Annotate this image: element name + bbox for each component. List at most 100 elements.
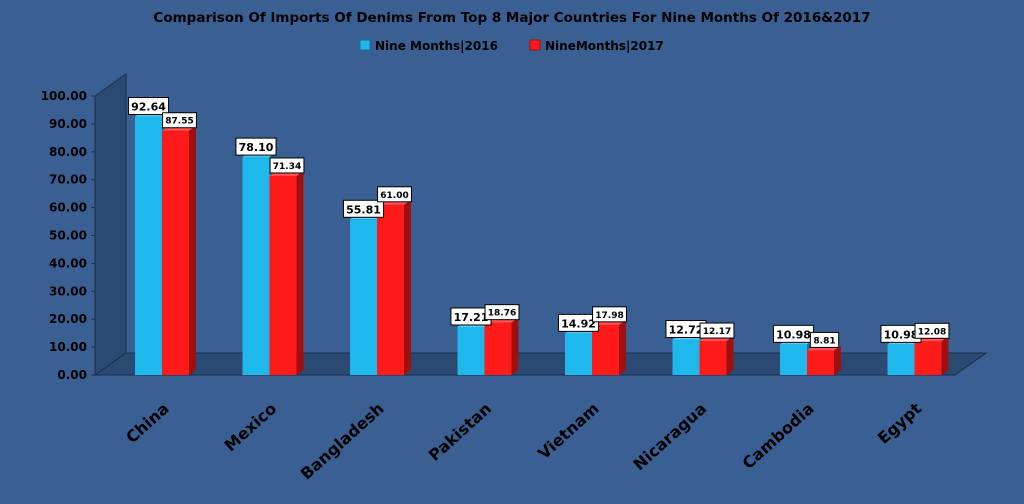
bar-side	[404, 199, 411, 375]
floor	[93, 352, 988, 376]
data-label-2017: 61.00	[377, 186, 412, 203]
data-label-2017: 8.81	[809, 331, 840, 348]
data-label-2016: 10.98	[880, 324, 922, 343]
data-label-2017: 17.98	[592, 306, 627, 323]
bar-side	[834, 345, 841, 375]
bar-front	[592, 324, 619, 375]
plot-area: 0.00 10.00 20.00 30.00 40.00 50.00 60.00 70.00 8…	[41, 73, 988, 483]
data-label-text: 78.10	[239, 141, 274, 154]
bar-front	[484, 322, 512, 375]
category-label: Egypt	[874, 399, 926, 448]
y-tick-label: 100.00	[41, 89, 87, 103]
legend-swatch	[529, 39, 541, 51]
data-label-text: 8.81	[813, 336, 835, 346]
data-label-box	[809, 331, 840, 348]
data-label-text: 10.98	[776, 328, 811, 341]
y-tick-label: 90.00	[49, 117, 87, 131]
data-label-box	[127, 97, 170, 116]
data-label-2017: 18.76	[484, 304, 520, 321]
data-label-2016: 10.98	[772, 324, 815, 343]
data-label-box	[592, 306, 627, 323]
y-tick-label: 60.00	[49, 201, 87, 215]
y-tick-label: 20.00	[49, 312, 87, 326]
data-label-box	[162, 112, 197, 129]
data-label-box	[914, 322, 950, 339]
bar-2017	[269, 170, 304, 375]
data-label-box	[269, 157, 305, 174]
bar-side	[726, 336, 734, 375]
data-label-2016: 14.92	[557, 313, 600, 332]
bar-side	[511, 317, 519, 375]
bar-front	[780, 344, 807, 375]
bar-2017	[807, 345, 841, 375]
data-label-box	[484, 304, 520, 321]
y-tick-label: 80.00	[49, 145, 87, 159]
legend-label: NineMonths|2017	[545, 39, 664, 53]
data-label-text: 18.76	[488, 309, 516, 319]
y-tick-label: 10.00	[49, 340, 87, 354]
category-label: Pakistan	[425, 399, 495, 465]
bar-front	[807, 350, 834, 375]
data-label-box	[699, 322, 735, 339]
data-label-text: 12.17	[703, 327, 731, 337]
category-label: China	[122, 399, 172, 447]
data-label-box	[342, 199, 385, 218]
category-label: Cambodia	[739, 399, 818, 473]
bar-side	[189, 125, 196, 375]
y-tick-label: 0.00	[57, 368, 87, 382]
bar-front	[672, 339, 700, 375]
data-label-box	[235, 137, 277, 156]
bar-front	[162, 130, 189, 375]
category-label: Nicaragua	[629, 399, 710, 474]
legend-swatch	[359, 39, 371, 51]
chart-title: Comparison Of Imports Of Denims From Top…	[153, 10, 870, 26]
data-label-2017: 12.17	[699, 322, 735, 339]
y-tick-label: 30.00	[49, 284, 87, 298]
bar-front	[242, 157, 270, 375]
data-label-text: 14.92	[561, 317, 596, 330]
data-label-2017: 71.34	[269, 157, 305, 174]
data-label-text: 92.64	[131, 101, 166, 114]
data-label-2017: 12.08	[914, 322, 950, 339]
data-label-2016: 12.72	[665, 320, 707, 339]
data-label-text: 17.21	[454, 311, 489, 324]
data-label-box	[557, 313, 600, 332]
legend: Nine Months|2016 NineMonths|2017	[359, 39, 664, 53]
bar-front	[377, 204, 404, 375]
data-label-2016: 17.21	[450, 307, 492, 326]
data-label-text: 55.81	[346, 203, 381, 216]
data-label-text: 17.98	[595, 311, 623, 321]
bar-front	[135, 116, 162, 376]
bar-side	[296, 170, 304, 375]
bar-front	[457, 326, 485, 375]
y-tick-label: 70.00	[49, 173, 87, 187]
bar-front	[350, 219, 377, 375]
bar-front	[914, 341, 942, 375]
bar-2017	[484, 317, 519, 375]
legend-label: Nine Months|2016	[375, 39, 498, 53]
data-label-text: 12.08	[918, 327, 946, 337]
data-label-2016: 55.81	[342, 199, 385, 218]
bar-front	[269, 175, 297, 375]
data-label-2016: 78.10	[235, 137, 277, 156]
bar-front	[887, 344, 915, 375]
category-label: Vietnam	[534, 399, 602, 463]
data-label-2016: 92.64	[127, 97, 170, 116]
bar-2017	[699, 336, 734, 375]
bar-front	[699, 341, 727, 375]
data-label-text: 10.98	[884, 328, 919, 341]
data-label-text: 87.55	[165, 117, 193, 127]
bar-2017	[377, 199, 411, 375]
data-label-text: 61.00	[380, 191, 408, 201]
side-wall	[94, 73, 127, 376]
legend-item: NineMonths|2017	[529, 39, 664, 53]
data-label-text: 71.34	[273, 162, 301, 172]
legend-item: Nine Months|2016	[359, 39, 498, 53]
bar-2017	[162, 125, 196, 375]
y-tick-label: 50.00	[49, 229, 87, 243]
data-label-text: 12.72	[669, 324, 704, 337]
bar-side	[941, 336, 949, 375]
category-label: Mexico	[221, 399, 281, 455]
